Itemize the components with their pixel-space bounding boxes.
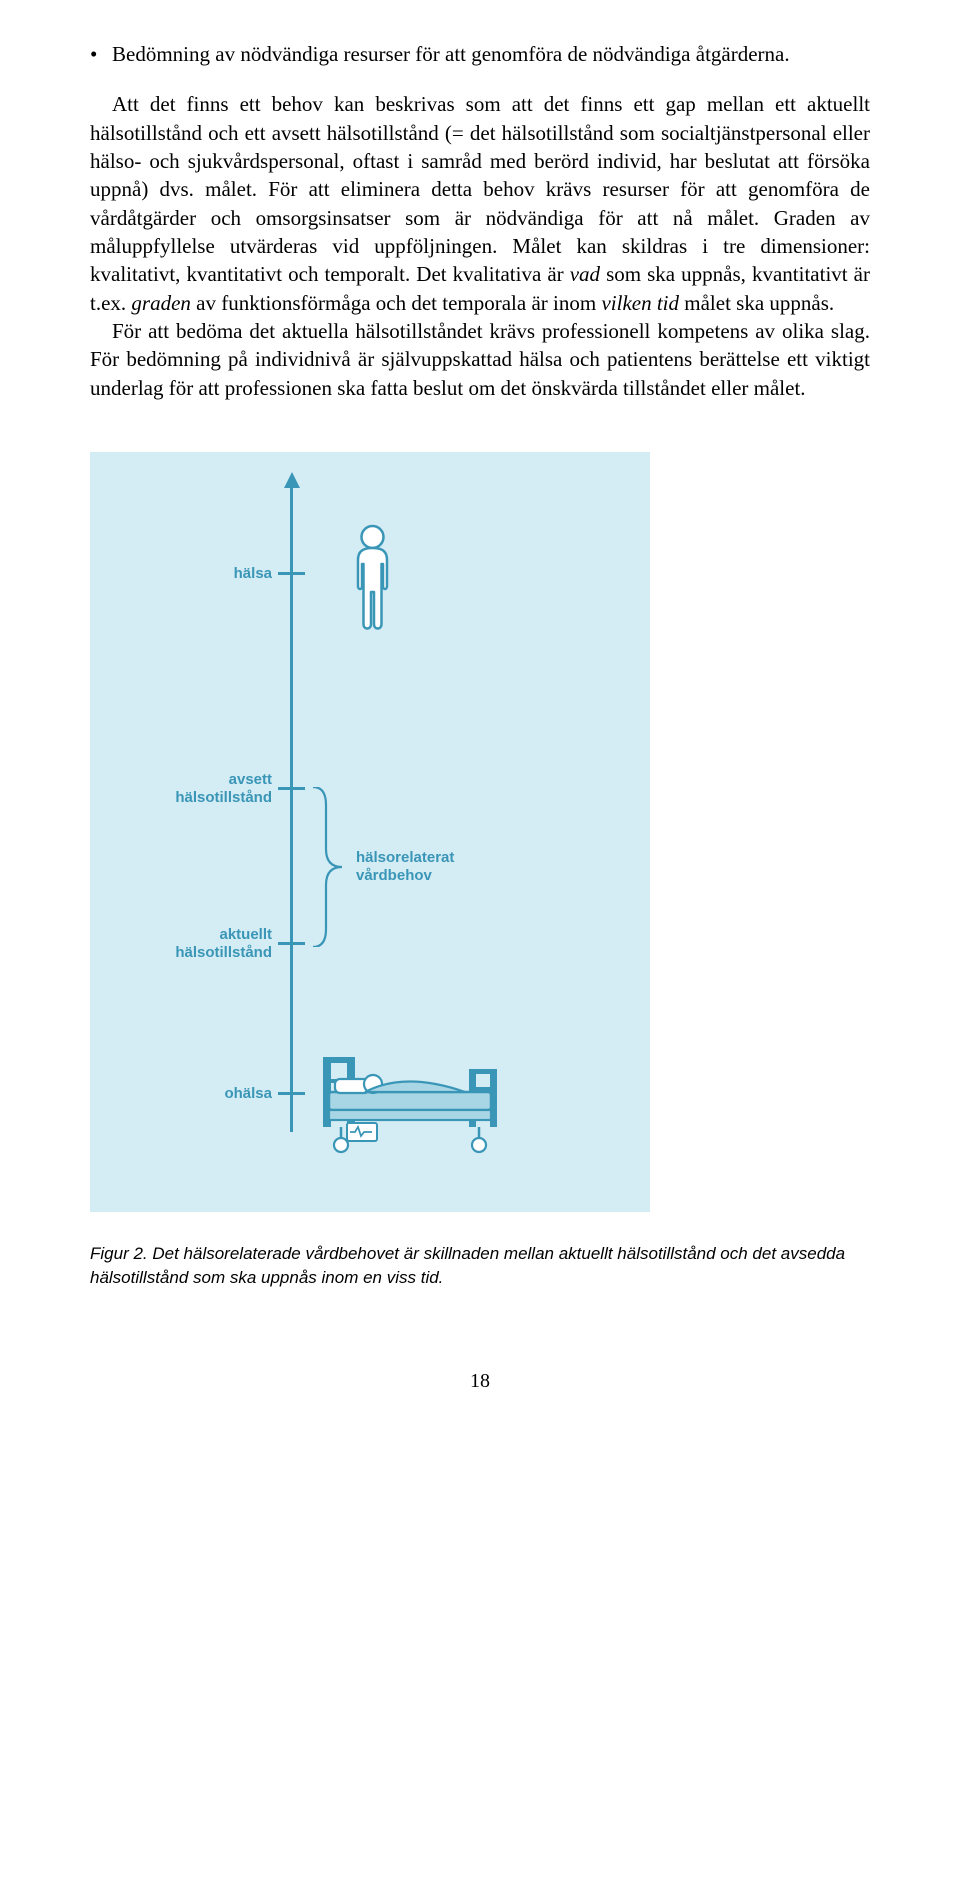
label-avsett: avsett hälsotillstånd xyxy=(175,771,272,807)
label-avsett-line2: hälsotillstånd xyxy=(175,789,272,806)
bullet-item: • Bedömning av nödvändiga resurser för a… xyxy=(90,40,870,68)
hospital-bed-icon xyxy=(315,1037,505,1157)
axis-line xyxy=(290,482,293,1132)
label-avsett-line1: avsett xyxy=(229,771,272,788)
body-paragraph-1: Att det finns ett behov kan beskrivas so… xyxy=(90,90,870,317)
brace-label: hälsorelaterat vårdbehov xyxy=(356,849,454,885)
label-aktuellt: aktuellt hälsotillstånd xyxy=(175,926,272,962)
bullet-mark: • xyxy=(90,40,112,68)
tick-halsa xyxy=(278,572,305,575)
tick-aktuellt xyxy=(278,942,305,945)
tick-avsett xyxy=(278,787,305,790)
p1-t1: Att det finns ett behov kan beskrivas so… xyxy=(90,92,870,286)
figure-caption-lead: Figur 2. xyxy=(90,1244,148,1263)
p1-i3: vilken tid xyxy=(601,291,679,315)
brace-label-line1: hälsorelaterat xyxy=(356,849,454,866)
label-halsa: hälsa xyxy=(234,565,272,583)
p1-i1: vad xyxy=(570,262,600,286)
label-aktuellt-line2: hälsotillstånd xyxy=(175,944,272,961)
figure-caption-rest: Det hälsorelaterade vårdbehovet är skill… xyxy=(90,1244,845,1287)
p2-text: För att bedöma det aktuella hälsotillstå… xyxy=(90,319,870,400)
label-ohalsa: ohälsa xyxy=(224,1085,272,1103)
figure-diagram: hälsa avsett hälsotillstånd aktuellt häl… xyxy=(90,452,650,1212)
bullet-text: Bedömning av nödvändiga resurser för att… xyxy=(112,40,790,68)
curly-brace-icon xyxy=(308,787,348,947)
body-paragraph-2: För att bedöma det aktuella hälsotillstå… xyxy=(90,317,870,402)
p1-t4: målet ska uppnås. xyxy=(679,291,834,315)
figure-container: hälsa avsett hälsotillstånd aktuellt häl… xyxy=(90,452,870,1290)
tick-ohalsa xyxy=(278,1092,305,1095)
p1-i2: graden xyxy=(131,291,191,315)
axis-arrow-icon xyxy=(284,472,300,488)
label-aktuellt-line1: aktuellt xyxy=(219,926,272,943)
figure-caption: Figur 2. Det hälsorelaterade vårdbehovet… xyxy=(90,1242,870,1290)
brace-label-line2: vårdbehov xyxy=(356,867,432,884)
p1-t3: av funktionsförmåga och det temporala är… xyxy=(191,291,602,315)
page-number: 18 xyxy=(90,1370,870,1393)
person-standing-icon xyxy=(345,524,400,634)
